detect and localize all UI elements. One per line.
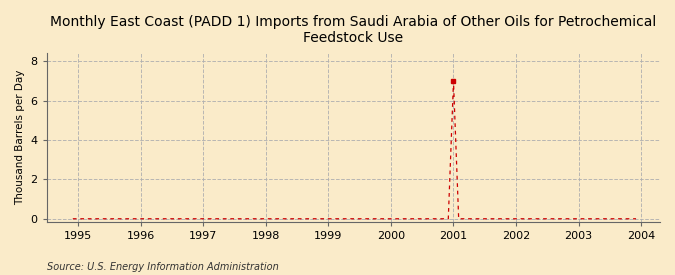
Title: Monthly East Coast (PADD 1) Imports from Saudi Arabia of Other Oils for Petroche: Monthly East Coast (PADD 1) Imports from…	[50, 15, 657, 45]
Y-axis label: Thousand Barrels per Day: Thousand Barrels per Day	[15, 70, 25, 205]
Text: Source: U.S. Energy Information Administration: Source: U.S. Energy Information Administ…	[47, 262, 279, 272]
